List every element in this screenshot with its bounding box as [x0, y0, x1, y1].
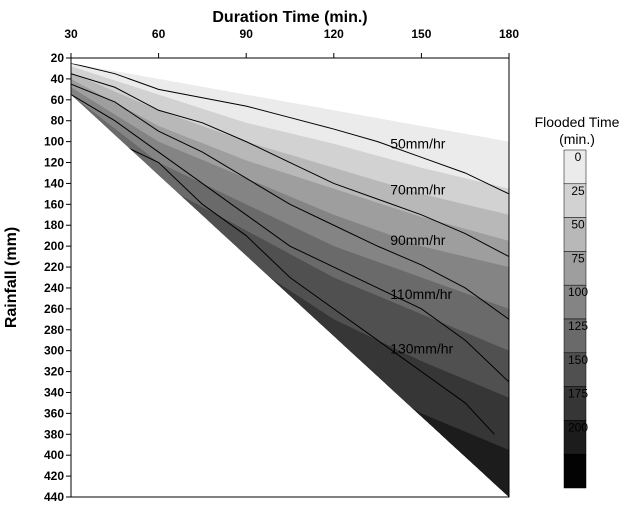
legend-title-unit: (min.) — [559, 131, 595, 147]
y-tick-label: 140 — [44, 176, 64, 190]
contour-label: 110mm/hr — [390, 286, 452, 302]
y-tick-label: 120 — [44, 156, 64, 170]
y-tick-label: 360 — [44, 406, 64, 420]
x-tick-label: 60 — [152, 27, 166, 41]
plot-frame — [70, 57, 510, 498]
legend-title: Flooded Time — [535, 114, 620, 130]
y-axis-title: Rainfall (mm) — [3, 227, 20, 328]
x-tick-label: 30 — [64, 27, 78, 41]
legend-colorbar: 0 25 50 75 100 125 150 175 200 — [563, 149, 588, 489]
intensity-line-90 — [71, 83, 509, 320]
legend-level-label: 200 — [568, 420, 588, 434]
y-tick-label: 400 — [44, 448, 64, 462]
y-tick-label: 240 — [44, 281, 64, 295]
y-tick-label: 80 — [51, 114, 65, 128]
y-tick-label: 220 — [44, 260, 64, 274]
y-tick-label: 280 — [44, 323, 64, 337]
legend-level-label: 150 — [568, 353, 588, 367]
legend-level-label: 75 — [571, 251, 585, 265]
x-tick-label: 180 — [499, 27, 519, 41]
y-tick-label: 160 — [44, 197, 64, 211]
intensity-lines — [71, 63, 509, 435]
intensity-line-70 — [71, 73, 509, 258]
contour-label: 130mm/hr — [390, 341, 453, 357]
contour-label: 90mm/hr — [390, 232, 446, 248]
contour-labels: 50mm/hr 70mm/hr 90mm/hr 110mm/hr 130mm/hr — [390, 136, 453, 357]
y-tick-label: 100 — [44, 135, 64, 149]
y-tick-label: 260 — [44, 302, 64, 316]
x-axis-title: Duration Time (min.) — [212, 9, 367, 26]
legend: Flooded Time (min.) 0 25 50 75 100 125 150 175 2… — [535, 114, 620, 489]
legend-swatch — [563, 453, 587, 489]
x-tick-label: 150 — [411, 27, 431, 41]
y-tick-label: 300 — [44, 344, 64, 358]
y-tick-label: 40 — [51, 72, 65, 86]
legend-level-label: 175 — [568, 387, 588, 401]
y-tick-label: 420 — [44, 469, 64, 483]
x-tick-label: 90 — [240, 27, 254, 41]
legend-level-label: 100 — [568, 285, 588, 299]
y-tick-label: 20 — [51, 51, 65, 65]
legend-level-label: 0 — [575, 150, 582, 164]
y-tick-label: 60 — [51, 93, 65, 107]
y-tick-label: 340 — [44, 385, 64, 399]
x-tick-label: 120 — [324, 27, 344, 41]
contour-label: 70mm/hr — [390, 182, 446, 198]
legend-level-label: 125 — [568, 319, 588, 333]
contour-label: 50mm/hr — [390, 136, 446, 152]
y-tick-label: 380 — [44, 427, 64, 441]
y-tick-label: 180 — [44, 218, 64, 232]
y-axis: 20 40 60 80 100 120 140 160 180 200 220 240 260 280 30… — [44, 51, 71, 504]
intensity-line-130 — [114, 141, 495, 435]
intensity-line-110 — [71, 94, 509, 383]
y-tick-label: 440 — [44, 490, 64, 504]
legend-level-label: 50 — [571, 218, 585, 232]
y-tick-label: 320 — [44, 365, 64, 379]
y-tick-label: 200 — [44, 239, 64, 253]
legend-level-label: 25 — [571, 184, 585, 198]
intensity-line-50 — [71, 63, 509, 195]
intensity-line-group — [71, 63, 509, 435]
x-axis: 30 60 90 120 150 180 — [64, 27, 519, 58]
